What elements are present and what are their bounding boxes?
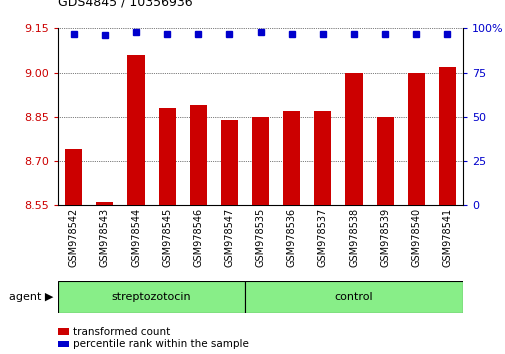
Bar bbox=[189, 105, 207, 205]
Bar bbox=[221, 120, 237, 205]
Bar bbox=[376, 117, 393, 205]
Text: GDS4845 / 10356936: GDS4845 / 10356936 bbox=[58, 0, 192, 9]
Text: transformed count: transformed count bbox=[73, 327, 170, 337]
Bar bbox=[314, 111, 331, 205]
Bar bbox=[407, 73, 424, 205]
Bar bbox=[65, 149, 82, 205]
Text: percentile rank within the sample: percentile rank within the sample bbox=[73, 339, 249, 349]
Bar bbox=[127, 55, 144, 205]
Text: streptozotocin: streptozotocin bbox=[112, 292, 191, 302]
Bar bbox=[58, 281, 244, 313]
Bar bbox=[244, 281, 462, 313]
Text: agent ▶: agent ▶ bbox=[9, 292, 53, 302]
Bar bbox=[438, 67, 455, 205]
Bar bbox=[158, 108, 175, 205]
Bar bbox=[283, 111, 299, 205]
Text: control: control bbox=[334, 292, 373, 302]
Bar bbox=[96, 202, 113, 205]
Bar bbox=[251, 117, 269, 205]
Bar bbox=[345, 73, 362, 205]
